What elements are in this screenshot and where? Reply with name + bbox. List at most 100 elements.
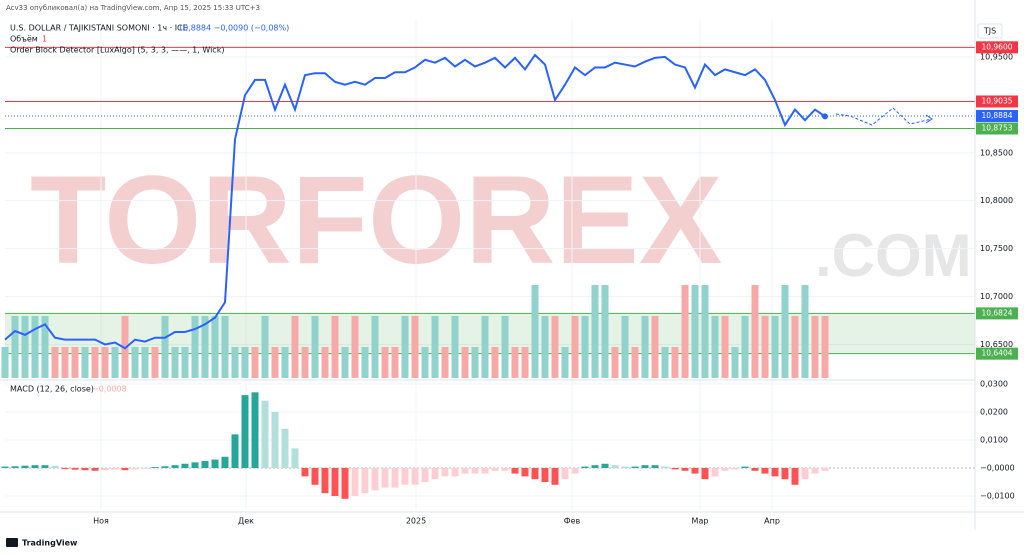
x-tick-label: Апр: [764, 517, 780, 526]
volume-bar: [101, 347, 109, 378]
macd-bar: [61, 467, 69, 470]
macd-bar: [601, 463, 609, 468]
macd-bar: [761, 467, 769, 474]
volume-bar: [341, 347, 349, 378]
volume-bar: [191, 316, 199, 378]
volume-name: Объём: [10, 35, 38, 44]
y-tick-label: 10,6500: [980, 340, 1013, 349]
volume-bar: [231, 347, 239, 378]
volume-bar: [601, 285, 609, 378]
x-tick-label: Фев: [564, 517, 581, 526]
macd-bar: [591, 465, 599, 468]
macd-bar: [111, 467, 119, 470]
watermark-suffix: .COM: [815, 222, 972, 289]
macd-bar: [211, 459, 219, 468]
macd-bar: [81, 467, 89, 471]
price-label: 10,6824: [981, 308, 1012, 317]
macd-bar: [721, 467, 729, 471]
macd-bar: [221, 456, 229, 468]
macd-bar: [401, 467, 409, 485]
volume-bar: [421, 347, 429, 378]
y-tick-label: 10,8000: [980, 196, 1013, 205]
volume-bar: [381, 347, 389, 378]
volume-bar: [461, 347, 469, 378]
volume-bar: [51, 347, 59, 378]
macd-bar: [271, 411, 279, 468]
macd-bar: [131, 467, 139, 470]
macd-bar: [651, 465, 659, 468]
volume-bar: [431, 316, 439, 378]
volume-bar: [551, 316, 559, 378]
volume-bar: [801, 285, 809, 378]
macd-bar: [71, 467, 79, 470]
macd-bar: [251, 392, 259, 468]
macd-bar: [571, 467, 579, 474]
macd-bar: [191, 462, 199, 468]
currency-box[interactable]: [977, 23, 1003, 39]
logo-icon[interactable]: [6, 538, 18, 547]
macd-bar: [411, 467, 419, 485]
price-label: 10,8884: [981, 111, 1012, 120]
macd-bar: [291, 448, 299, 468]
volume-bar: [731, 347, 739, 378]
macd-bar: [631, 466, 639, 468]
macd-bar: [11, 466, 19, 468]
volume-bar: [151, 347, 159, 378]
volume-bar: [791, 316, 799, 378]
volume-bar: [201, 316, 209, 378]
macd-bar: [801, 467, 809, 480]
volume-bar: [701, 285, 709, 378]
macd-bar: [641, 465, 649, 468]
volume-bar: [621, 316, 629, 378]
volume-bar: [641, 316, 649, 378]
publisher: Acv33 опубликовал(а) на TradingView.com,…: [6, 4, 260, 12]
price-label-bg: [976, 95, 1018, 108]
volume-bar: [631, 347, 639, 378]
currency[interactable]: TJS: [983, 27, 996, 36]
macd-bar: [701, 467, 709, 480]
volume-bar: [391, 347, 399, 378]
macd-bar: [101, 467, 109, 471]
price-label-bg: [976, 41, 1018, 54]
forecast-path: [835, 107, 933, 126]
macd-bar: [741, 466, 749, 468]
volume-bar: [471, 347, 479, 378]
x-tick-label: Ноя: [93, 517, 109, 526]
macd-bar: [551, 467, 559, 485]
volume-bar: [141, 347, 149, 378]
volume-bar: [21, 316, 29, 378]
macd-bar: [611, 465, 619, 468]
volume-bar: [561, 347, 569, 378]
macd-bar: [51, 465, 59, 468]
price-label: 10,9035: [981, 96, 1012, 105]
volume-bar: [31, 316, 39, 378]
macd-bar: [461, 467, 469, 474]
price-label: 10,6404: [981, 349, 1012, 358]
volume-bar: [1, 347, 9, 378]
volume-bar: [541, 316, 549, 378]
macd-bar: [351, 467, 359, 496]
symbol: U.S. DOLLAR / TAJIKISTANI SOMONI · 1ч · …: [10, 24, 188, 33]
volume-bar: [781, 285, 789, 378]
volume-bar: [691, 285, 699, 378]
volume-bar: [171, 347, 179, 378]
volume-bar: [371, 316, 379, 378]
quote: 10,8884 −0,0090 (−0,08%): [178, 24, 289, 33]
price-label-bg: [976, 122, 1018, 135]
last-point: [822, 113, 828, 120]
volume-bar: [511, 347, 519, 378]
macd-bar: [451, 467, 459, 477]
footer-logo[interactable]: TradingView: [22, 539, 78, 548]
watermark: TORFOREX: [30, 151, 722, 290]
price-label-bg: [976, 347, 1018, 360]
volume-bar: [41, 316, 49, 378]
volume-bar: [281, 347, 289, 378]
macd-bar: [141, 467, 149, 469]
price-label-bg: [976, 109, 1018, 122]
macd-bar: [281, 428, 289, 468]
price-label: 10,9600: [981, 42, 1012, 51]
volume-bar: [271, 347, 279, 378]
volume-bar: [181, 347, 189, 378]
y-tick-label: 10,7500: [980, 244, 1013, 253]
